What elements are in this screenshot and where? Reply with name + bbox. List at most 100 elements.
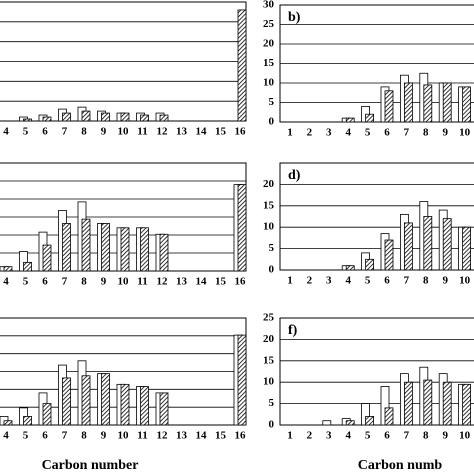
x-tick-label: 9 xyxy=(442,127,448,139)
x-tick-label: 10 xyxy=(118,126,130,138)
y-tick-label: 25 xyxy=(263,18,275,30)
y-tick-label: 10 xyxy=(263,221,275,233)
x-tick-label: 5 xyxy=(23,126,29,138)
bar xyxy=(62,377,71,426)
bar xyxy=(423,379,433,426)
bar xyxy=(442,381,452,426)
x-tick-label: 10 xyxy=(459,275,471,287)
y-tick-label: 5 xyxy=(269,96,275,108)
bar xyxy=(365,113,375,123)
bar xyxy=(403,381,413,426)
y-tick-label: 15 xyxy=(263,57,275,69)
bar xyxy=(159,233,169,272)
bar xyxy=(384,239,394,271)
y-tick-label: 20 xyxy=(263,38,275,50)
bar xyxy=(365,416,375,426)
bar xyxy=(345,117,355,123)
bar xyxy=(140,386,149,426)
x-tick-label: 12 xyxy=(157,276,169,288)
bar xyxy=(403,82,413,123)
x-tick-label: 3 xyxy=(326,275,332,287)
bar xyxy=(42,244,52,272)
x-tick-label: 14 xyxy=(196,126,208,138)
x-tick-label: 8 xyxy=(423,127,429,139)
x-tick-label: 10 xyxy=(118,430,130,442)
x-tick-label: 4 xyxy=(3,430,9,442)
x-tick-label: 16 xyxy=(235,430,247,442)
panel-label: b) xyxy=(288,10,301,25)
bar xyxy=(237,184,247,272)
x-tick-label: 9 xyxy=(101,126,107,138)
y-tick-label: 20 xyxy=(263,333,275,345)
x-axis-title: Carbon number xyxy=(42,458,139,473)
y-tick-label: 0 xyxy=(269,116,275,128)
bar xyxy=(462,383,472,426)
bar xyxy=(101,112,110,122)
x-tick-label: 7 xyxy=(62,430,68,442)
x-tick-label: 8 xyxy=(81,126,87,138)
x-tick-label: 14 xyxy=(196,276,208,288)
bar xyxy=(81,110,91,122)
x-tick-label: 15 xyxy=(215,126,227,138)
x-tick-label: 7 xyxy=(404,127,410,139)
x-tick-label: 2 xyxy=(307,127,313,139)
bar xyxy=(462,226,472,271)
x-axis-title: Carbon numb xyxy=(358,458,443,473)
bar xyxy=(23,261,32,272)
x-tick-label: 6 xyxy=(384,430,390,442)
x-tick-label: 10 xyxy=(459,430,471,442)
y-tick-label: 0 xyxy=(269,419,275,431)
x-tick-label: 13 xyxy=(176,276,188,288)
x-tick-label: 6 xyxy=(42,430,48,442)
x-tick-label: 4 xyxy=(345,127,351,139)
x-tick-label: 6 xyxy=(384,275,390,287)
x-tick-label: 10 xyxy=(118,276,130,288)
bar xyxy=(462,86,472,123)
x-tick-label: 4 xyxy=(345,275,351,287)
x-tick-label: 14 xyxy=(196,430,208,442)
x-tick-label: 9 xyxy=(442,275,448,287)
x-tick-label: 7 xyxy=(404,430,410,442)
x-tick-label: 1 xyxy=(287,430,293,442)
bar xyxy=(42,116,52,122)
bar xyxy=(3,420,13,426)
panel-label: d) xyxy=(288,168,301,183)
x-tick-label: 3 xyxy=(326,430,332,442)
x-tick-label: 1 xyxy=(287,275,293,287)
bar xyxy=(345,420,355,426)
bar xyxy=(423,84,433,123)
bar xyxy=(62,112,71,122)
bar xyxy=(101,223,110,272)
x-tick-label: 8 xyxy=(81,430,87,442)
bar xyxy=(23,118,32,122)
x-tick-label: 11 xyxy=(137,430,147,442)
y-tick-label: 15 xyxy=(263,354,275,366)
x-tick-label: 9 xyxy=(442,430,448,442)
bar xyxy=(159,114,169,122)
x-tick-label: 12 xyxy=(157,430,169,442)
y-tick-label: 0 xyxy=(269,264,275,276)
x-tick-label: 6 xyxy=(42,276,48,288)
bar xyxy=(365,258,375,271)
x-tick-label: 1 xyxy=(287,127,293,139)
x-tick-label: 8 xyxy=(423,430,429,442)
y-tick-label: 10 xyxy=(263,376,275,388)
x-tick-label: 8 xyxy=(81,276,87,288)
bar xyxy=(23,416,32,426)
x-tick-label: 7 xyxy=(404,275,410,287)
x-tick-label: 15 xyxy=(215,430,227,442)
x-tick-label: 2 xyxy=(307,275,313,287)
x-tick-label: 5 xyxy=(365,275,371,287)
x-tick-label: 13 xyxy=(176,430,188,442)
x-tick-label: 7 xyxy=(62,126,68,138)
x-tick-label: 16 xyxy=(235,126,247,138)
y-tick-label: 5 xyxy=(269,242,275,254)
bar xyxy=(442,82,452,123)
x-tick-label: 12 xyxy=(157,126,169,138)
x-tick-label: 5 xyxy=(23,430,29,442)
x-tick-label: 9 xyxy=(101,430,107,442)
bar xyxy=(101,373,110,426)
x-tick-label: 6 xyxy=(384,127,390,139)
bar xyxy=(120,112,130,122)
bar xyxy=(140,114,149,122)
